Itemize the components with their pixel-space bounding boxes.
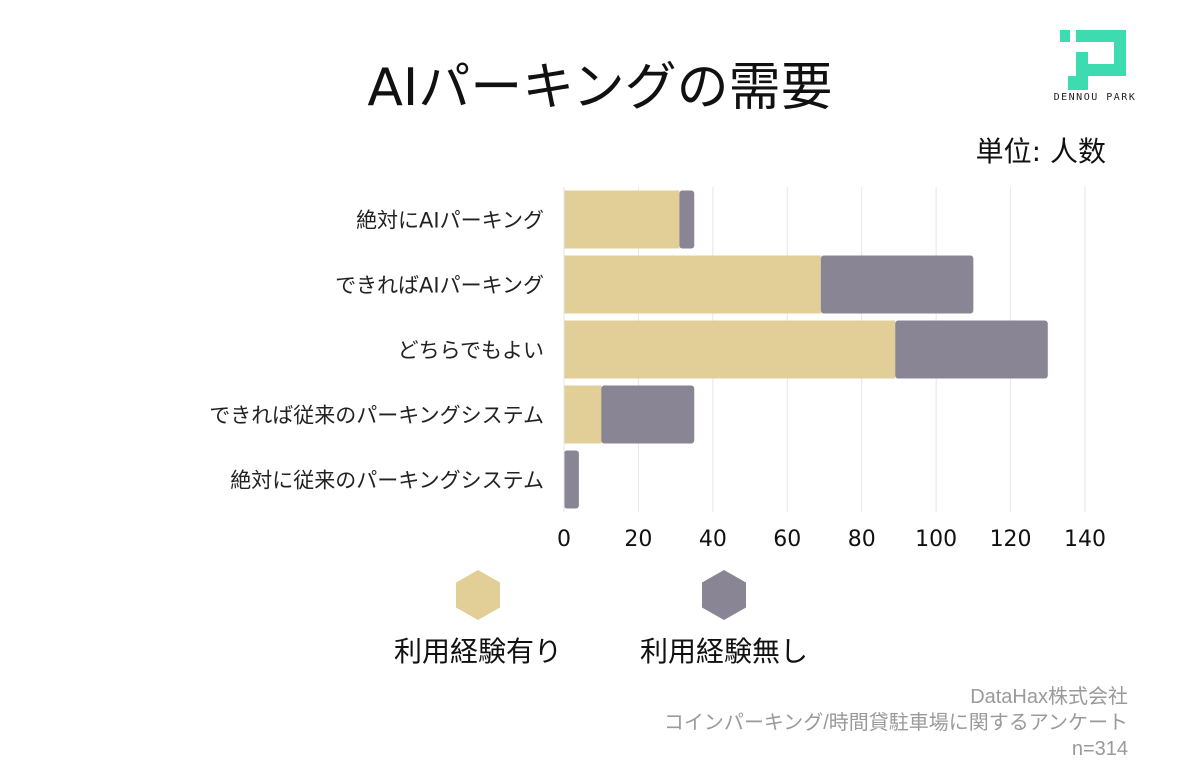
bar-segment-used	[564, 320, 896, 379]
category-label: できれば従来のパーキングシステム	[209, 404, 544, 428]
bar-segment-used	[564, 255, 821, 314]
bar-segment-not-used	[601, 385, 695, 444]
logo-block	[1076, 64, 1126, 76]
x-tick-label: 0	[557, 527, 571, 552]
legend-label-not-used: 利用経験無し	[639, 635, 808, 668]
chart-title: AIパーキングの需要	[367, 58, 833, 118]
legend-item-used: 利用経験有り	[378, 570, 578, 670]
bar-segment-not-used	[564, 450, 579, 509]
x-tick-label: 120	[990, 527, 1032, 552]
logo-text: DENNOU PARK	[1053, 92, 1137, 103]
bar-segment-not-used	[679, 190, 695, 249]
dennou-park-logo-icon	[1060, 30, 1126, 90]
logo-block	[1076, 30, 1126, 42]
unit-label: 単位: 人数	[975, 135, 1106, 168]
x-tick-label: 40	[699, 527, 727, 552]
bar-segment-used	[564, 190, 680, 249]
category-label: できればAIパーキング	[335, 274, 544, 298]
category-label: どちらでもよい	[398, 339, 544, 363]
legend-swatch-used	[456, 570, 500, 620]
x-tick-label: 20	[624, 527, 652, 552]
category-label: 絶対に従来のパーキングシステム	[230, 469, 544, 493]
bar-segment-not-used	[820, 255, 974, 314]
legend-item-not-used: 利用経験無し	[624, 570, 824, 670]
x-tick-label: 100	[915, 527, 957, 552]
legend-label-used: 利用経験有り	[393, 635, 562, 668]
logo-block	[1060, 30, 1070, 42]
logo-block	[1114, 30, 1126, 64]
category-label: 絶対にAIパーキング	[356, 209, 544, 233]
bar-segment-not-used	[895, 320, 1048, 379]
source-survey: コインパーキング/時間貸駐車場に関するアンケート	[663, 712, 1128, 734]
source-note: DataHax株式会社 コインパーキング/時間貸駐車場に関するアンケート n=3…	[664, 684, 1128, 762]
logo-block	[1076, 52, 1088, 64]
logo-block	[1068, 76, 1088, 90]
x-tick-label: 80	[848, 527, 876, 552]
bar-segment-used	[564, 385, 602, 444]
stacked-bar-chart: 0 20 40 60 80 100 120 140 絶対にAIパーキングできればAIパーキングど…	[209, 187, 1106, 552]
x-tick-label: 60	[773, 527, 801, 552]
legend-swatch-not-used	[702, 570, 746, 620]
source-sample-size: n=314	[1071, 738, 1128, 760]
x-tick-label: 140	[1064, 527, 1106, 552]
source-company: DataHax株式会社	[970, 686, 1128, 708]
